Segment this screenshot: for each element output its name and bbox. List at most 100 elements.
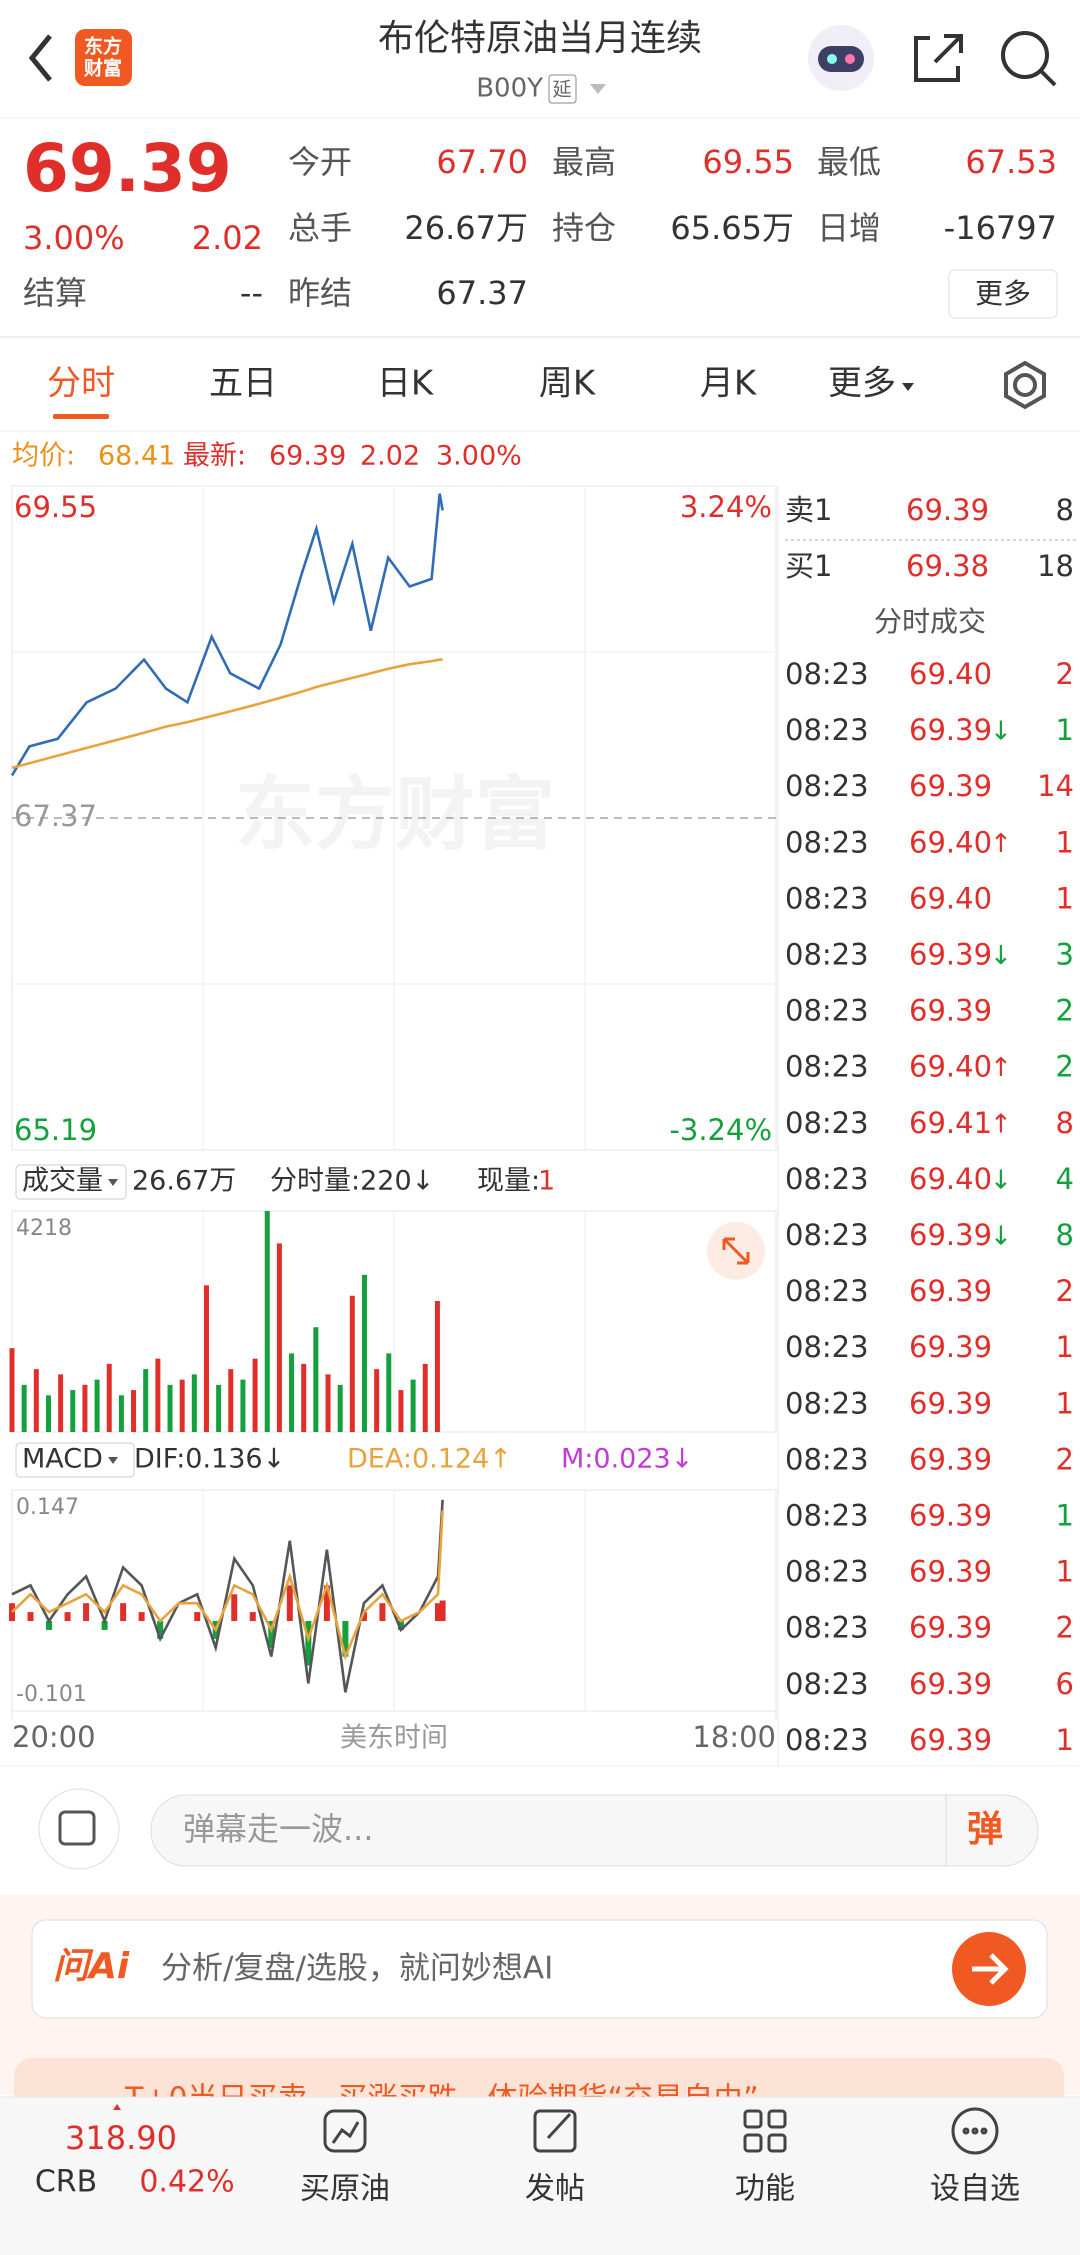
- series-line: [11, 658, 443, 769]
- tab[interactable]: 分时: [47, 364, 115, 404]
- comment-input[interactable]: [150, 1794, 1039, 1867]
- macd-dea: DEA:0.124↑: [347, 1444, 512, 1475]
- info-avg: 68.41: [98, 441, 175, 472]
- trade-time: 08:23: [785, 881, 869, 915]
- trade-price: 69.39: [909, 1723, 992, 1757]
- settings-icon[interactable]: [1004, 360, 1046, 410]
- volume-bar: [118, 1395, 124, 1432]
- tab[interactable]: 五日: [209, 364, 277, 404]
- volume-bar: [398, 1390, 404, 1432]
- title: 布伦特原油当月连续: [378, 18, 702, 59]
- nav-label[interactable]: 功能: [735, 2172, 795, 2207]
- trade-time: 08:23: [785, 1162, 869, 1196]
- trade-volume: 1: [1056, 1330, 1074, 1364]
- trade-time: 08:23: [785, 713, 869, 747]
- index-value[interactable]: 318.90: [65, 2119, 177, 2157]
- dropdown[interactable]: [108, 1179, 118, 1186]
- volume-bar: [143, 1369, 149, 1432]
- volume-bar: [155, 1358, 161, 1432]
- info-latest-label: 最新:: [183, 441, 246, 472]
- trade-time: 08:23: [785, 1555, 869, 1589]
- field-value: 67.37: [436, 274, 528, 312]
- nav-label[interactable]: 发帖: [525, 2172, 585, 2207]
- macd-bar: [27, 1612, 34, 1621]
- danmaku-button[interactable]: 弹: [967, 1809, 1003, 1850]
- tab[interactable]: 更多: [828, 364, 896, 404]
- back-button[interactable]: [28, 34, 52, 82]
- volume-bar: [325, 1374, 331, 1432]
- trade-volume: 1: [1056, 825, 1074, 859]
- info-avg-label: 均价:: [12, 441, 75, 472]
- comment-placeholder[interactable]: 弹幕走一波...: [183, 1810, 374, 1848]
- indicator-select[interactable]: [15, 1164, 127, 1200]
- more-button[interactable]: [948, 269, 1058, 319]
- macd-bar: [231, 1594, 238, 1621]
- macd-dif: DIF:0.136↓: [134, 1444, 285, 1475]
- nav-label[interactable]: 设自选: [930, 2172, 1020, 2207]
- trade-price: 69.39: [909, 769, 992, 803]
- ai-input[interactable]: [31, 1919, 1048, 2019]
- y-tick-label: 4218: [16, 1216, 72, 1241]
- book-label: 买1: [785, 549, 832, 583]
- trade-volume: 2: [1056, 1274, 1074, 1308]
- nav-label[interactable]: 买原油: [300, 2172, 390, 2207]
- book-price: 69.39: [906, 493, 989, 527]
- volume-bar: [252, 1358, 258, 1432]
- index-pct[interactable]: 0.42%: [139, 2165, 234, 2200]
- series-line: [11, 1499, 444, 1693]
- macd-bar: [439, 1600, 446, 1621]
- tab[interactable]: 月K: [700, 364, 758, 404]
- current-volume: 1: [538, 1166, 555, 1197]
- volume-bar: [264, 1211, 270, 1432]
- trade-time: 08:23: [785, 1611, 869, 1645]
- ai-logo: 问Ai: [53, 1946, 130, 1987]
- dropdown[interactable]: [108, 1457, 118, 1464]
- minute-volume: 分时量:220↓: [270, 1166, 434, 1197]
- tab[interactable]: 日K: [377, 364, 435, 404]
- volume-bar: [313, 1327, 319, 1432]
- series-line: [10, 493, 444, 777]
- volume-bar: [58, 1374, 64, 1432]
- trade-price: 69.39: [909, 1442, 992, 1476]
- index-name[interactable]: CRB: [35, 2165, 97, 2200]
- field-value: 67.70: [436, 143, 528, 181]
- macd-bar: [157, 1620, 164, 1639]
- volume-bar: [45, 1395, 51, 1432]
- trade-time: 08:23: [785, 1386, 869, 1420]
- trade-time: 08:23: [785, 1499, 869, 1533]
- trade-time: 08:23: [785, 1330, 869, 1364]
- share-icon[interactable]: [914, 34, 963, 82]
- trade-price: 69.40: [909, 1050, 992, 1084]
- trade-time: 08:23: [785, 938, 869, 972]
- volume-bar: [70, 1390, 76, 1432]
- more-text[interactable]: 更多: [975, 277, 1031, 310]
- tab[interactable]: 周K: [539, 364, 597, 404]
- arrow-icon: [972, 1953, 1009, 1985]
- volume-bar: [131, 1390, 137, 1432]
- volume-label[interactable]: 成交量: [22, 1166, 103, 1197]
- trade-price: 69.40: [909, 657, 992, 691]
- macd-bar: [323, 1585, 330, 1621]
- comment-list-button[interactable]: [38, 1788, 120, 1870]
- indicator-select[interactable]: [15, 1442, 135, 1478]
- volume-bar: [240, 1379, 246, 1432]
- volume-bar: [94, 1379, 100, 1432]
- x-tick-label: 20:00: [12, 1720, 96, 1754]
- trade-price: 69.39: [909, 938, 992, 972]
- macd-label[interactable]: MACD: [22, 1444, 103, 1475]
- trade-volume: 2: [1056, 994, 1074, 1028]
- expand-icon[interactable]: [707, 1222, 765, 1280]
- x-axis-label: 美东时间: [340, 1723, 448, 1754]
- trade-price: 69.39: [909, 1499, 992, 1533]
- macd-bar: [305, 1620, 312, 1666]
- dropdown[interactable]: [902, 383, 914, 391]
- trade-time: 08:23: [785, 994, 869, 1028]
- ai-prompt[interactable]: 分析/复盘/选股，就问妙想AI: [161, 1951, 553, 1987]
- watermark: 东方财富: [235, 768, 555, 861]
- settle-label: 结算: [23, 274, 87, 312]
- volume-bar: [289, 1353, 295, 1432]
- robot-avatar[interactable]: [808, 25, 874, 91]
- search-icon[interactable]: [1001, 31, 1057, 87]
- trade-time: 08:23: [785, 769, 869, 803]
- dropdown[interactable]: [590, 84, 606, 94]
